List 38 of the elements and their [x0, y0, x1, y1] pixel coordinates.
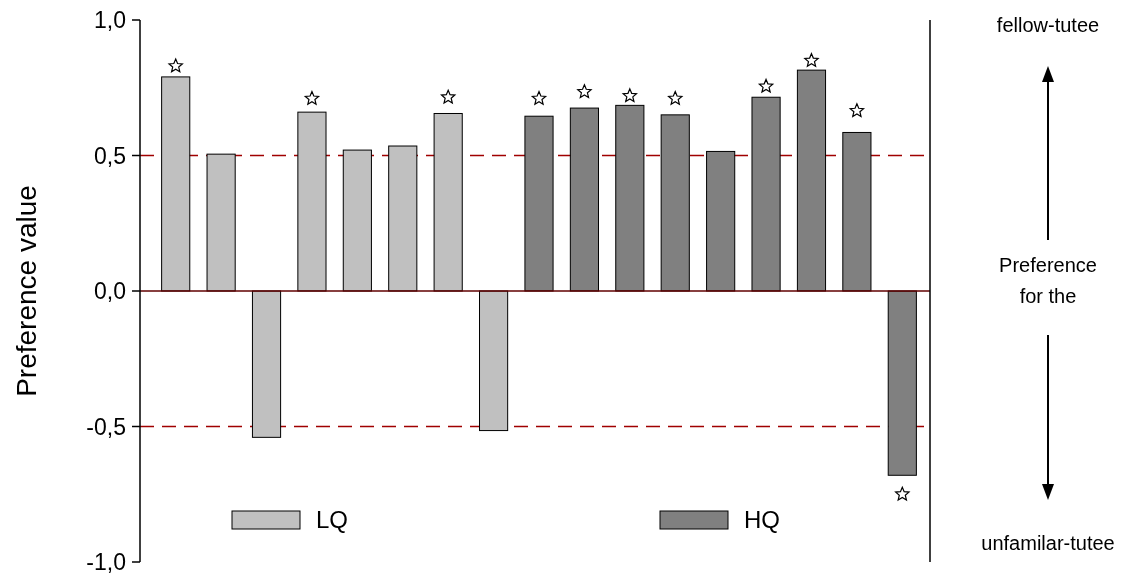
legend-label: HQ — [744, 506, 780, 534]
bar — [342, 149, 372, 292]
y-axis-title: Preference value — [11, 185, 42, 397]
text: unfamilar-tutee — [981, 532, 1115, 554]
legend-label: LQ — [316, 506, 349, 534]
point — [304, 90, 320, 105]
point — [577, 84, 592, 99]
bar — [479, 290, 509, 432]
point — [804, 53, 819, 67]
bar — [161, 76, 191, 292]
point — [667, 90, 683, 105]
bar — [297, 111, 327, 292]
y-tick-label: 0,0 — [94, 278, 126, 305]
text: Preference for the — [999, 254, 1097, 307]
point — [849, 103, 865, 118]
bar — [751, 96, 781, 292]
bar — [706, 150, 736, 292]
y-tick-label: -0,5 — [86, 413, 126, 440]
bar — [433, 113, 463, 292]
y-tick-label: 0,5 — [94, 142, 126, 169]
point — [531, 90, 547, 105]
bar — [887, 290, 917, 476]
bar — [524, 115, 554, 292]
text: fellow-tutee — [996, 14, 1100, 36]
bar — [569, 107, 599, 292]
bar — [388, 145, 418, 292]
point — [622, 88, 638, 103]
point — [895, 486, 910, 501]
y-tick-label: 1,0 — [94, 7, 126, 34]
point — [758, 78, 774, 93]
point — [440, 89, 456, 104]
bar — [206, 153, 236, 292]
point — [168, 58, 183, 73]
y-tick-label: -1,0 — [86, 549, 126, 576]
bar — [842, 131, 872, 292]
bar — [615, 104, 645, 292]
bar — [251, 290, 282, 438]
bar — [660, 114, 690, 292]
